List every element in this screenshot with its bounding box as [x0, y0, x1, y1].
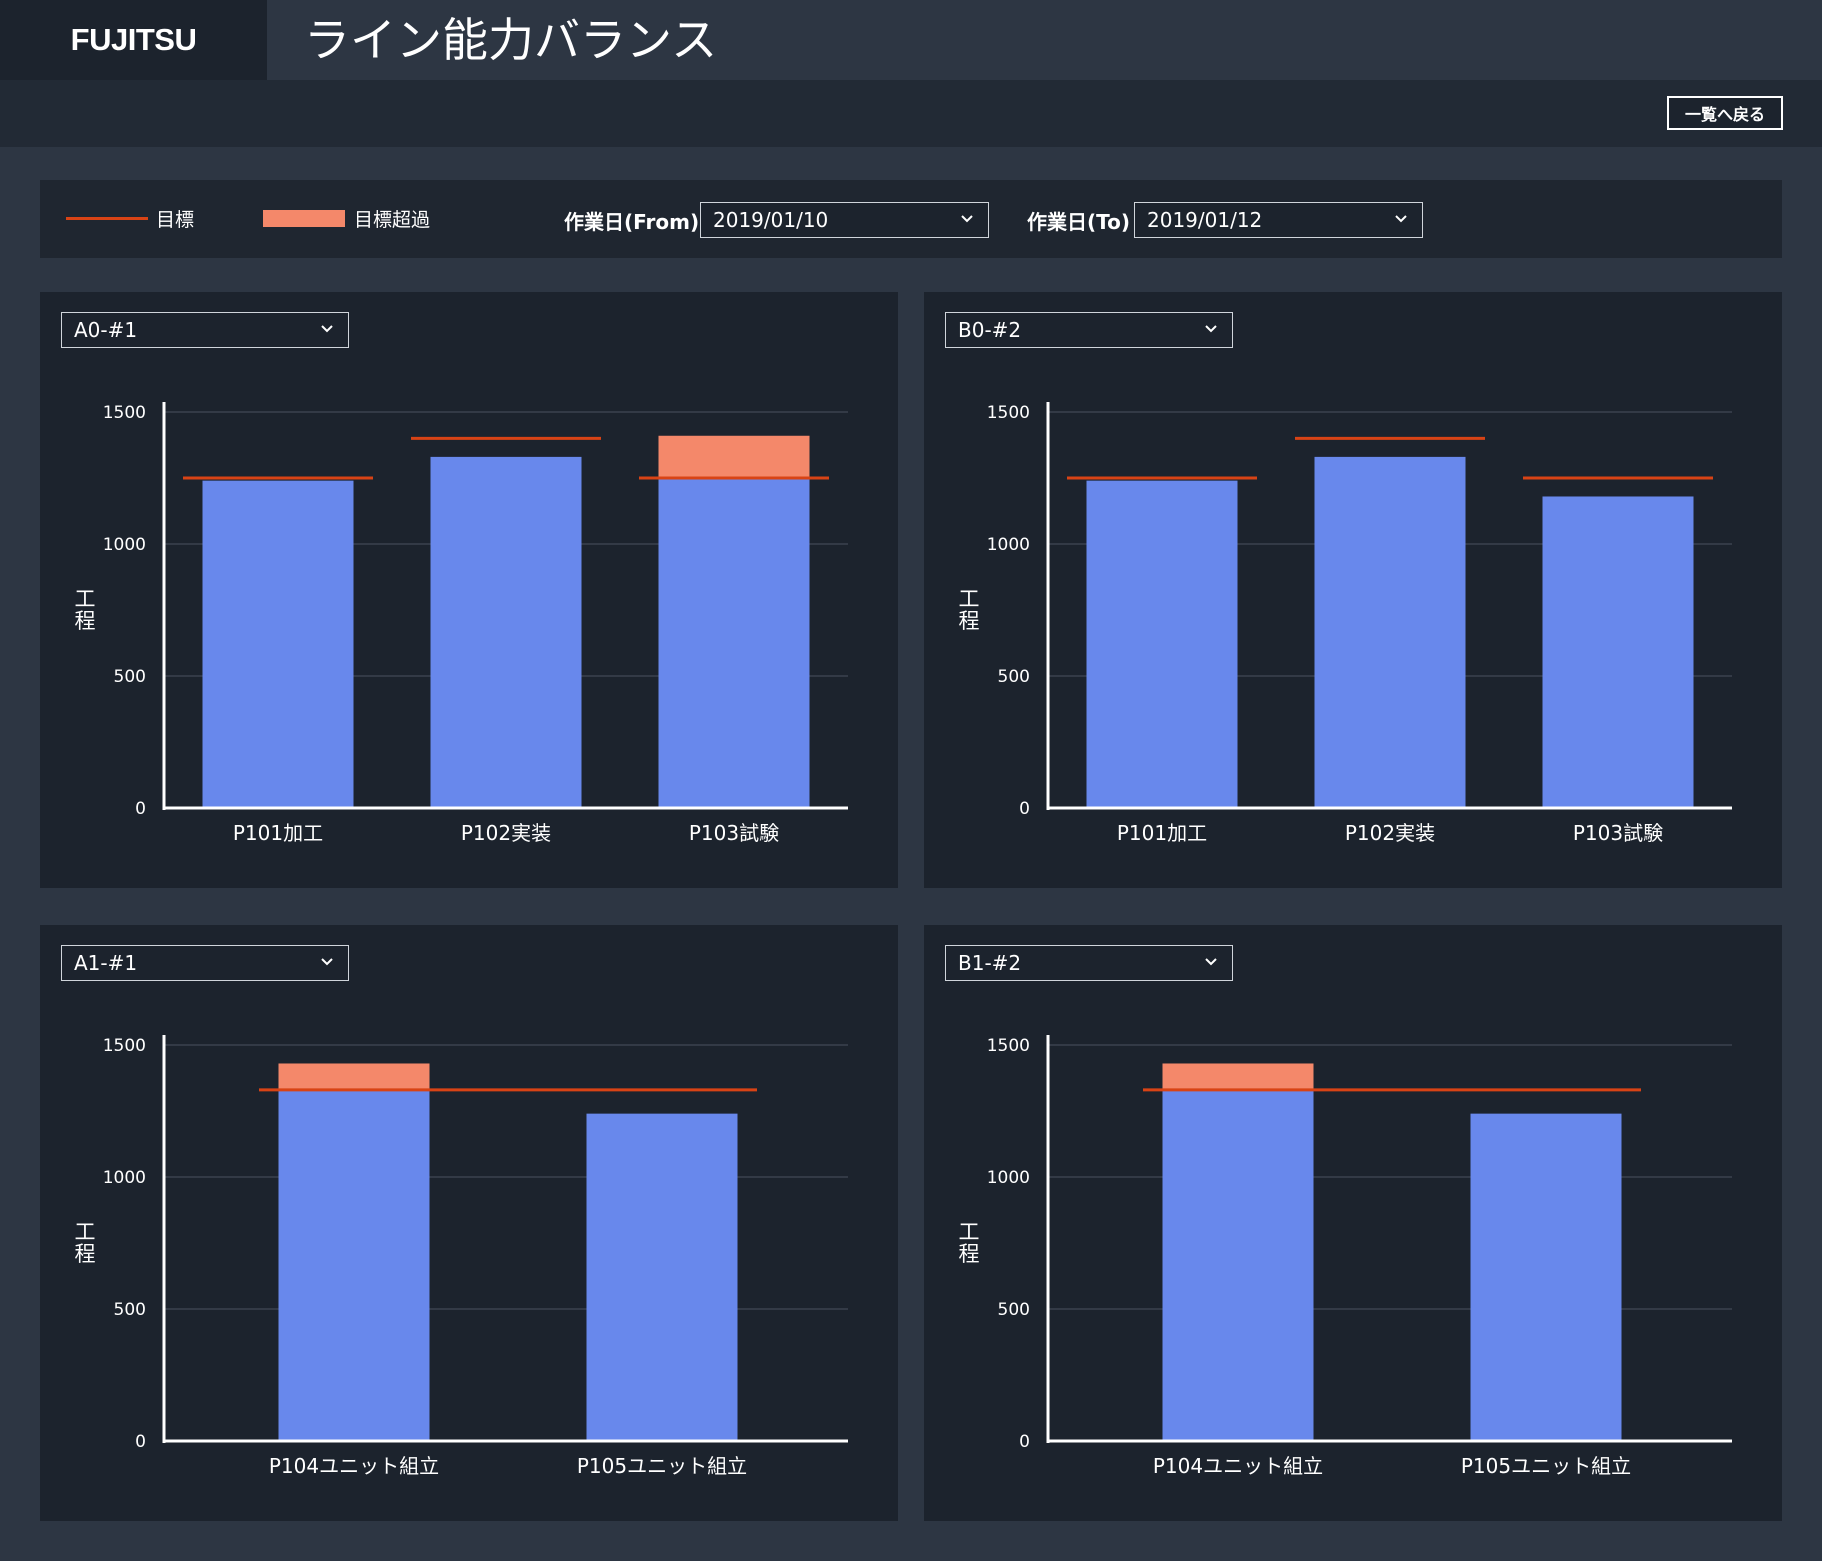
bar [1086, 480, 1238, 808]
chevron-down-icon [1395, 215, 1407, 223]
page-title: ライン能力バランス [304, 13, 718, 67]
bar [278, 1089, 430, 1441]
bar-over-target [1162, 1063, 1314, 1090]
bar [202, 480, 354, 808]
y-axis-label: 程 [75, 1242, 96, 1266]
y-tick-label: 1500 [103, 1036, 146, 1056]
from-date-value: 2019/01/10 [713, 208, 829, 232]
x-category-label: P105ユニット組立 [1461, 1454, 1631, 1478]
x-category-label: P102実装 [1345, 821, 1435, 845]
legend-over-label: 目標超過 [354, 209, 431, 231]
line-select[interactable]: B1-#2 [945, 945, 1233, 981]
to-date-select[interactable]: 2019/01/12 [1134, 202, 1423, 238]
bar [1162, 1089, 1314, 1441]
y-tick-label: 0 [1019, 799, 1030, 819]
line-select-value: A0-#1 [74, 318, 138, 342]
chevron-down-icon [1205, 325, 1217, 333]
y-tick-label: 500 [998, 1300, 1030, 1320]
bar-chart: 0 500 1000 1500 工程 P104ユニット組立 P105ユニット組立 [75, 1035, 848, 1478]
back-to-list-button[interactable]: 一覧へ戻る [1667, 96, 1783, 130]
x-category-label: P104ユニット組立 [269, 1454, 439, 1478]
bar [586, 1113, 738, 1441]
from-date-select[interactable]: 2019/01/10 [700, 202, 989, 238]
y-tick-label: 1500 [987, 403, 1030, 423]
x-category-label: P103試験 [689, 821, 779, 845]
filter-panel: 目標 目標超過 作業日(From) 2019/01/10 作業日(To) 201… [40, 180, 1782, 258]
to-date-value: 2019/01/12 [1147, 208, 1263, 232]
bar [430, 456, 582, 808]
bar-chart: 0 500 1000 1500 工程 P101加工 P102実装 P103試験 [959, 402, 1732, 845]
y-axis-label: 工 [959, 587, 980, 611]
bar-chart: 0 500 1000 1500 工程 P101加工 P102実装 P103試験 [75, 402, 848, 845]
logo-area: FUJITSU [0, 0, 267, 80]
x-category-label: P104ユニット組立 [1153, 1454, 1323, 1478]
y-tick-label: 1000 [103, 1168, 146, 1188]
chart-panel-b0: B0-#2 0 500 1000 1500 工程 P101加工 P102実装 P103試験 [924, 292, 1782, 888]
line-select-value: B0-#2 [958, 318, 1022, 342]
bar-over-target [658, 435, 810, 478]
from-date-label: 作業日(From) [564, 210, 700, 234]
y-axis-label: 工 [75, 1220, 96, 1244]
y-tick-label: 0 [1019, 1432, 1030, 1452]
y-tick-label: 0 [135, 1432, 146, 1452]
line-select-value: B1-#2 [958, 951, 1022, 975]
y-axis-label: 程 [959, 609, 980, 633]
x-category-label: P102実装 [461, 821, 551, 845]
y-tick-label: 1000 [987, 1168, 1030, 1188]
x-category-label: P101加工 [1117, 821, 1207, 845]
y-tick-label: 1500 [103, 403, 146, 423]
x-category-label: P103試験 [1573, 821, 1663, 845]
y-tick-label: 0 [135, 799, 146, 819]
chevron-down-icon [1205, 958, 1217, 966]
bar [1542, 496, 1694, 808]
y-axis-label: 工 [959, 1220, 980, 1244]
fujitsu-logo: FUJITSU [70, 22, 197, 57]
y-tick-label: 500 [998, 667, 1030, 687]
x-category-label: P105ユニット組立 [577, 1454, 747, 1478]
line-select[interactable]: A1-#1 [61, 945, 349, 981]
legend-target-label: 目標 [156, 209, 195, 231]
chart-panel-a1: A1-#1 0 500 1000 1500 工程 P104ユニット組立 P105ユニット組立 [40, 925, 898, 1521]
legend-target-swatch [66, 217, 148, 220]
to-date-label: 作業日(To) [1027, 210, 1131, 234]
y-tick-label: 500 [114, 667, 146, 687]
x-category-label: P101加工 [233, 821, 323, 845]
line-select-value: A1-#1 [74, 951, 138, 975]
app-header: FUJITSU ライン能力バランス [0, 0, 1822, 80]
legend-over-swatch [263, 210, 345, 227]
chevron-down-icon [961, 215, 973, 223]
y-tick-label: 1500 [987, 1036, 1030, 1056]
chart-panel-b1: B1-#2 0 500 1000 1500 工程 P104ユニット組立 P105ユニット組立 [924, 925, 1782, 1521]
chart-panel-a0: A0-#1 0 500 1000 1500 工程 P101加工 P102実装 P103試験 [40, 292, 898, 888]
y-axis-label: 工 [75, 587, 96, 611]
bar-over-target [278, 1063, 430, 1090]
bar-chart: 0 500 1000 1500 工程 P104ユニット組立 P105ユニット組立 [959, 1035, 1732, 1478]
bar [1314, 456, 1466, 808]
line-select[interactable]: B0-#2 [945, 312, 1233, 348]
y-tick-label: 1000 [103, 535, 146, 555]
y-axis-label: 程 [959, 1242, 980, 1266]
toolbar: 一覧へ戻る [0, 80, 1822, 147]
y-axis-label: 程 [75, 609, 96, 633]
y-tick-label: 1000 [987, 535, 1030, 555]
bar [1470, 1113, 1622, 1441]
y-tick-label: 500 [114, 1300, 146, 1320]
line-select[interactable]: A0-#1 [61, 312, 349, 348]
bar [658, 478, 810, 808]
chevron-down-icon [321, 958, 333, 966]
chevron-down-icon [321, 325, 333, 333]
